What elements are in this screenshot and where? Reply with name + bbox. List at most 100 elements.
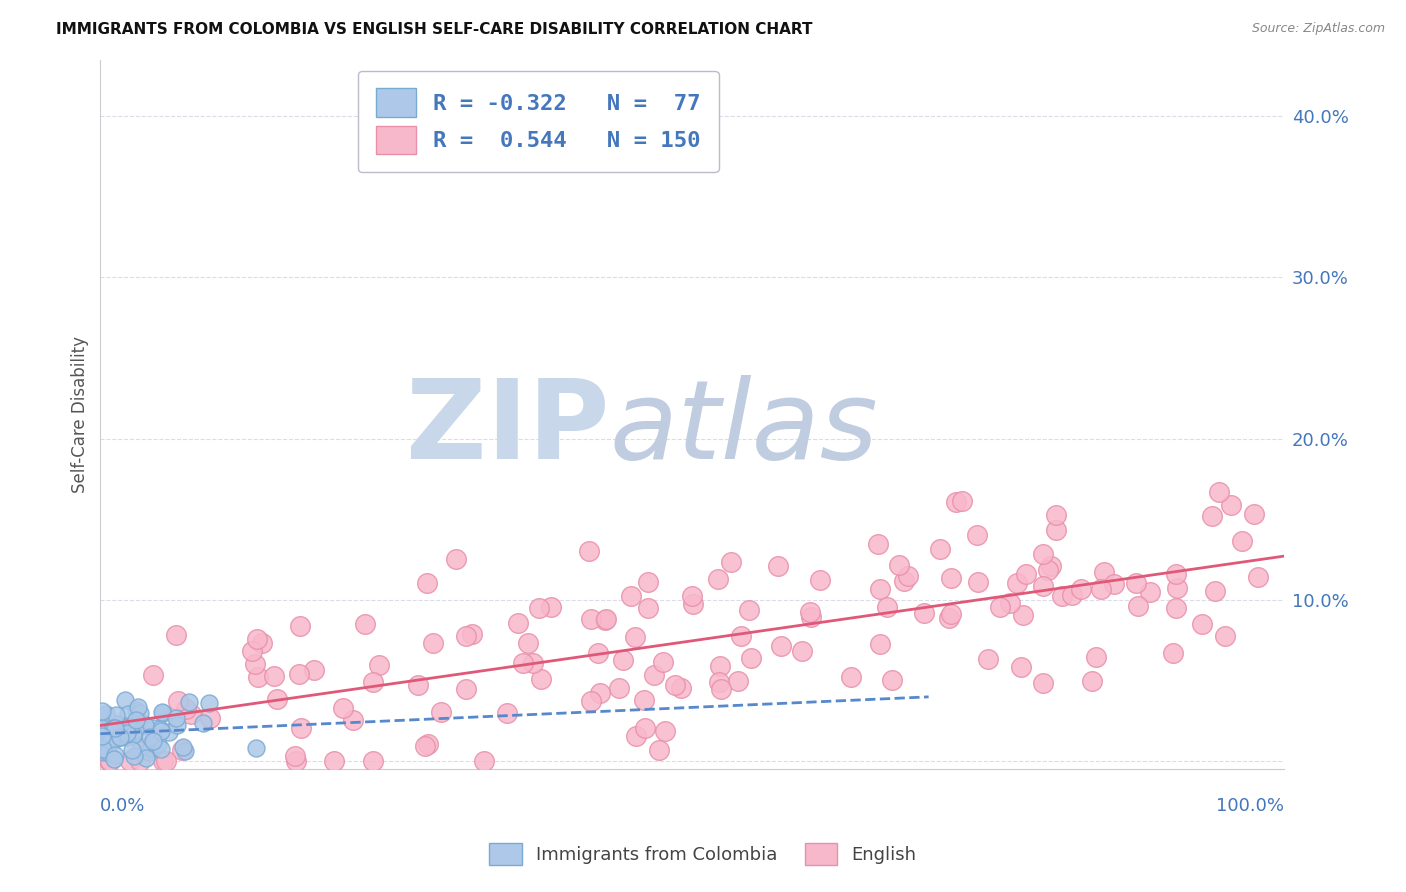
Point — [876, 600, 898, 615]
Point — [1045, 524, 1067, 538]
Point — [117, 720, 139, 734]
Point — [157, 724, 180, 739]
Point — [1125, 576, 1147, 591]
Point — [103, 721, 125, 735]
Point — [354, 617, 377, 632]
Point — [740, 650, 762, 665]
Point — [97, 745, 120, 759]
Point — [1164, 600, 1187, 615]
Point — [664, 678, 686, 692]
Point — [586, 646, 609, 660]
Point — [155, 754, 177, 768]
Point — [966, 527, 988, 541]
Point — [738, 603, 761, 617]
Point — [581, 694, 603, 708]
Point — [134, 718, 156, 732]
Point — [1036, 563, 1059, 577]
Point — [654, 723, 676, 738]
Point — [517, 636, 540, 650]
Point — [93, 745, 115, 759]
Point — [589, 686, 612, 700]
Point — [710, 681, 733, 696]
Point — [578, 543, 600, 558]
Point — [342, 714, 364, 728]
Point — [593, 613, 616, 627]
Point — [595, 612, 617, 626]
Point — [454, 630, 477, 644]
Point — [1015, 566, 1038, 581]
Point — [177, 695, 200, 709]
Point — [191, 716, 214, 731]
Point — [1166, 581, 1188, 595]
Point — [150, 723, 173, 738]
Point — [988, 599, 1011, 614]
Point — [152, 706, 174, 720]
Point — [643, 668, 665, 682]
Point — [416, 576, 439, 591]
Point — [290, 619, 312, 633]
Point — [506, 616, 529, 631]
Point — [1204, 584, 1226, 599]
Point — [135, 751, 157, 765]
Text: 100.0%: 100.0% — [1216, 797, 1284, 815]
Point — [709, 659, 731, 673]
Text: ZIP: ZIP — [406, 375, 609, 482]
Point — [149, 722, 172, 736]
Point — [607, 681, 630, 695]
Point — [114, 728, 136, 742]
Point — [104, 722, 127, 736]
Point — [94, 728, 117, 742]
Point — [790, 643, 813, 657]
Point — [285, 754, 308, 768]
Point — [512, 657, 534, 671]
Point — [101, 722, 124, 736]
Point — [129, 706, 152, 720]
Point — [669, 681, 692, 696]
Point — [107, 725, 129, 739]
Point — [105, 708, 128, 723]
Point — [868, 537, 890, 551]
Point — [1104, 577, 1126, 591]
Point — [142, 734, 165, 748]
Point — [127, 700, 149, 714]
Point — [634, 722, 657, 736]
Point — [93, 731, 115, 745]
Point — [612, 653, 634, 667]
Point — [652, 655, 675, 669]
Point — [198, 710, 221, 724]
Point — [869, 582, 891, 597]
Text: IMMIGRANTS FROM COLOMBIA VS ENGLISH SELF-CARE DISABILITY CORRELATION CHART: IMMIGRANTS FROM COLOMBIA VS ENGLISH SELF… — [56, 22, 813, 37]
Point — [246, 670, 269, 684]
Point — [681, 589, 703, 603]
Point — [416, 737, 439, 751]
Point — [142, 668, 165, 682]
Point — [707, 674, 730, 689]
Point — [1007, 576, 1029, 591]
Point — [105, 717, 128, 731]
Point — [263, 669, 285, 683]
Point — [89, 730, 111, 744]
Point — [941, 607, 963, 622]
Point — [246, 632, 269, 647]
Point — [131, 716, 153, 731]
Point — [1070, 582, 1092, 596]
Point — [1032, 547, 1054, 561]
Point — [198, 696, 221, 710]
Point — [142, 721, 165, 735]
Point — [129, 754, 152, 768]
Point — [114, 693, 136, 707]
Point — [125, 713, 148, 727]
Point — [103, 730, 125, 744]
Point — [799, 605, 821, 619]
Point — [1090, 582, 1112, 597]
Point — [998, 596, 1021, 610]
Point — [648, 742, 671, 756]
Point — [290, 722, 312, 736]
Point — [165, 628, 187, 642]
Point — [1139, 584, 1161, 599]
Point — [152, 705, 174, 719]
Point — [100, 734, 122, 748]
Point — [103, 733, 125, 747]
Point — [97, 754, 120, 768]
Point — [682, 597, 704, 611]
